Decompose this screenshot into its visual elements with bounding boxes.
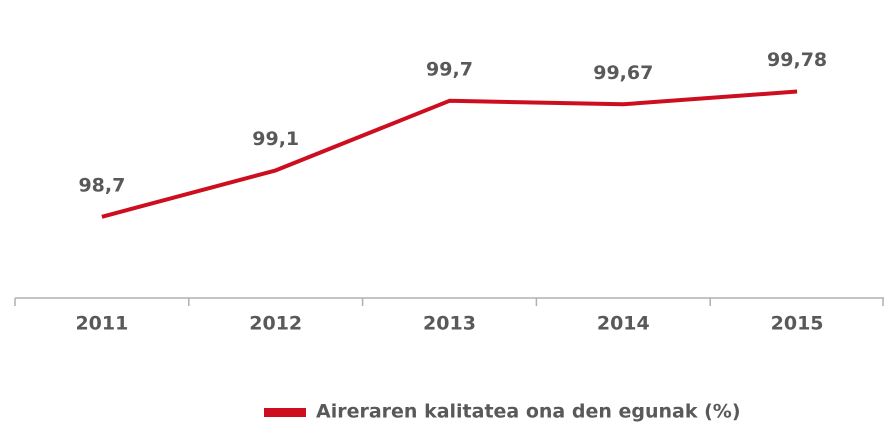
legend-label: Aireraren kalitatea ona den egunak (%): [316, 401, 741, 423]
data-label: 98,7: [78, 174, 125, 196]
legend-swatch: [264, 408, 306, 417]
data-label: 99,7: [426, 58, 473, 80]
x-tick-label: 2013: [423, 313, 476, 335]
x-tick-label: 2015: [771, 313, 824, 335]
x-tick-label: 2012: [249, 313, 302, 335]
data-label: 99,1: [252, 128, 299, 150]
x-tick-label: 2011: [75, 313, 128, 335]
line: [101, 89, 798, 219]
x-tick-label: 2014: [597, 313, 650, 335]
data-label: 99,67: [593, 62, 653, 84]
data-label: 99,78: [767, 49, 827, 71]
